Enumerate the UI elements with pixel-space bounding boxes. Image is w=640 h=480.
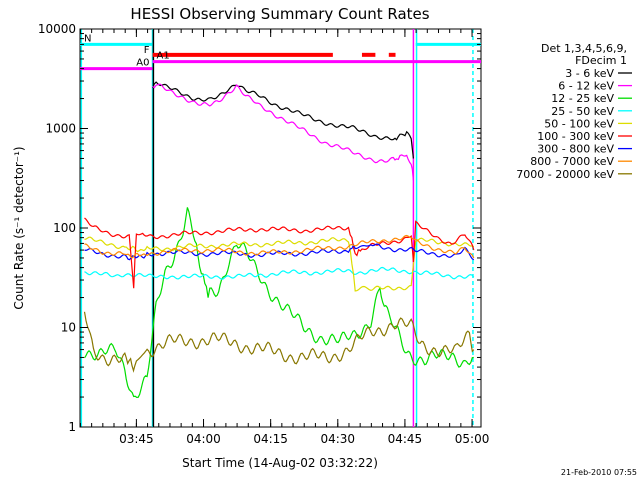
x-tick-label-2: 04:15 bbox=[253, 432, 288, 446]
chart-title: HESSI Observing Summary Count Rates bbox=[130, 5, 429, 23]
x-tick-label-5: 05:00 bbox=[455, 432, 490, 446]
series-line-0 bbox=[151, 81, 414, 159]
legend-label-6: 300 - 800 keV bbox=[537, 143, 614, 156]
x-tick-label-0: 03:45 bbox=[119, 432, 154, 446]
series-line-8 bbox=[83, 311, 475, 373]
flag-label-A0: A0 bbox=[136, 58, 149, 69]
legend-label-8: 7000 - 20000 keV bbox=[516, 168, 614, 181]
flag-label-F: F bbox=[144, 45, 150, 56]
x-tick-label-3: 04:30 bbox=[320, 432, 355, 446]
x-tick-label-1: 04:00 bbox=[186, 432, 221, 446]
x-tick-label-4: 04:45 bbox=[388, 432, 423, 446]
series-line-7 bbox=[84, 234, 475, 259]
series-line-3 bbox=[84, 266, 475, 280]
series-line-2 bbox=[83, 207, 474, 399]
y-tick-label-1: 10 bbox=[61, 321, 76, 335]
y-tick-label-0: 1 bbox=[68, 420, 76, 434]
axes-layer: 1 10 100 1000 10000 03:45 04:00 04:15 04:30 04:45… bbox=[38, 22, 490, 446]
legend-label-2: 12 - 25 keV bbox=[551, 92, 614, 105]
legend-header-1: FDecim 1 bbox=[575, 54, 627, 67]
legend-label-1: 6 - 12 keV bbox=[558, 80, 614, 93]
series-line-4 bbox=[84, 236, 475, 292]
series-line-5 bbox=[84, 217, 475, 289]
legend-header-0: Det 1,3,4,5,6,9, bbox=[541, 42, 627, 55]
y-axis-label: Count Rate (s⁻¹ detector⁻¹) bbox=[12, 146, 26, 309]
series-line-6 bbox=[84, 243, 475, 261]
flag-label-N: N bbox=[84, 33, 91, 44]
legend-label-0: 3 - 6 keV bbox=[565, 67, 614, 80]
legend-label-3: 25 - 50 keV bbox=[551, 105, 614, 118]
legend-label-7: 800 - 7000 keV bbox=[530, 155, 614, 168]
y-tick-label-3: 1000 bbox=[45, 122, 76, 136]
data-layer: N F A0 A1 bbox=[80, 29, 481, 427]
y-tick-label-2: 100 bbox=[53, 221, 76, 235]
legend-label-4: 50 - 100 keV bbox=[544, 117, 614, 130]
y-tick-label-4: 10000 bbox=[38, 22, 76, 36]
footer-timestamp: 21-Feb-2010 07:55 bbox=[561, 468, 637, 477]
legend-label-5: 100 - 300 keV bbox=[537, 130, 614, 143]
x-axis-label: Start Time (14-Aug-02 03:32:22) bbox=[182, 456, 378, 470]
series-line-1 bbox=[152, 83, 414, 181]
flag-label-A1: A1 bbox=[157, 51, 170, 62]
